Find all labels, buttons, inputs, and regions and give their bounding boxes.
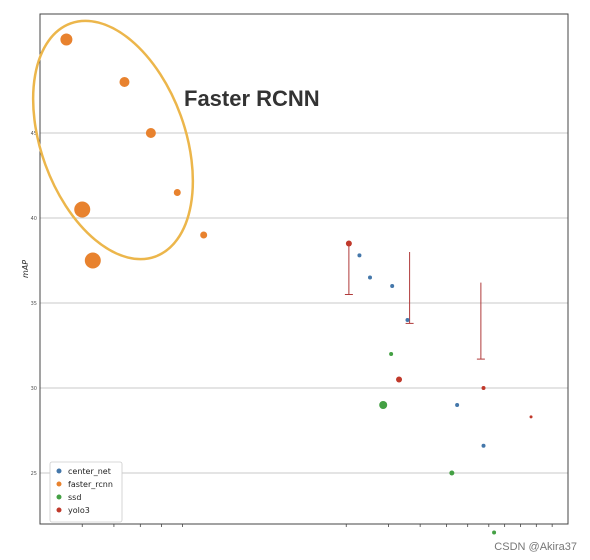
legend-marker xyxy=(56,481,62,487)
legend-label: faster_rcnn xyxy=(68,480,113,489)
point-center-net xyxy=(405,318,410,322)
point-center-net xyxy=(481,443,486,448)
y-tick-label: 30 xyxy=(31,386,37,392)
point-center-net xyxy=(455,403,460,407)
point-faster-rcnn xyxy=(119,77,130,87)
plot-frame xyxy=(39,13,569,525)
point-yolo3 xyxy=(396,376,403,383)
y-axis-label: mAP xyxy=(21,260,30,278)
point-faster-rcnn xyxy=(200,231,208,239)
faster-rcnn-annotation: Faster RCNN xyxy=(184,86,320,111)
point-faster-rcnn xyxy=(84,252,101,269)
legend-marker xyxy=(56,507,62,513)
point-faster-rcnn xyxy=(60,33,73,46)
point-ssd xyxy=(389,352,394,356)
legend-label: yolo3 xyxy=(68,506,90,515)
error-bars xyxy=(344,243,485,360)
y-tick-labels: 25 30 35 40 45 xyxy=(31,131,37,477)
faster-rcnn-highlight-ellipse xyxy=(31,19,195,261)
y-tick-label: 40 xyxy=(31,216,37,222)
point-center-net xyxy=(357,253,362,258)
legend-marker xyxy=(56,494,62,500)
data-points xyxy=(60,33,533,535)
point-yolo3 xyxy=(529,415,533,419)
point-center-net xyxy=(368,275,372,280)
y-tick-label: 45 xyxy=(31,131,37,137)
gridlines xyxy=(40,132,568,474)
point-center-net xyxy=(390,284,395,288)
point-ssd xyxy=(492,530,497,535)
legend-box xyxy=(49,461,123,523)
point-faster-rcnn xyxy=(145,128,156,138)
y-tick-label: 35 xyxy=(31,301,37,307)
point-faster-rcnn xyxy=(74,201,91,218)
point-ssd xyxy=(449,470,455,476)
point-yolo3 xyxy=(481,386,486,390)
y-tick-label: 25 xyxy=(31,471,37,477)
legend-label: ssd xyxy=(68,493,81,502)
legend-label: center_net xyxy=(68,467,111,476)
watermark: CSDN @Akira37 xyxy=(494,541,577,553)
point-faster-rcnn xyxy=(173,189,181,196)
x-ticks xyxy=(81,524,553,527)
point-ssd xyxy=(379,401,388,409)
point-yolo3 xyxy=(345,240,352,247)
legend-marker xyxy=(56,468,62,474)
